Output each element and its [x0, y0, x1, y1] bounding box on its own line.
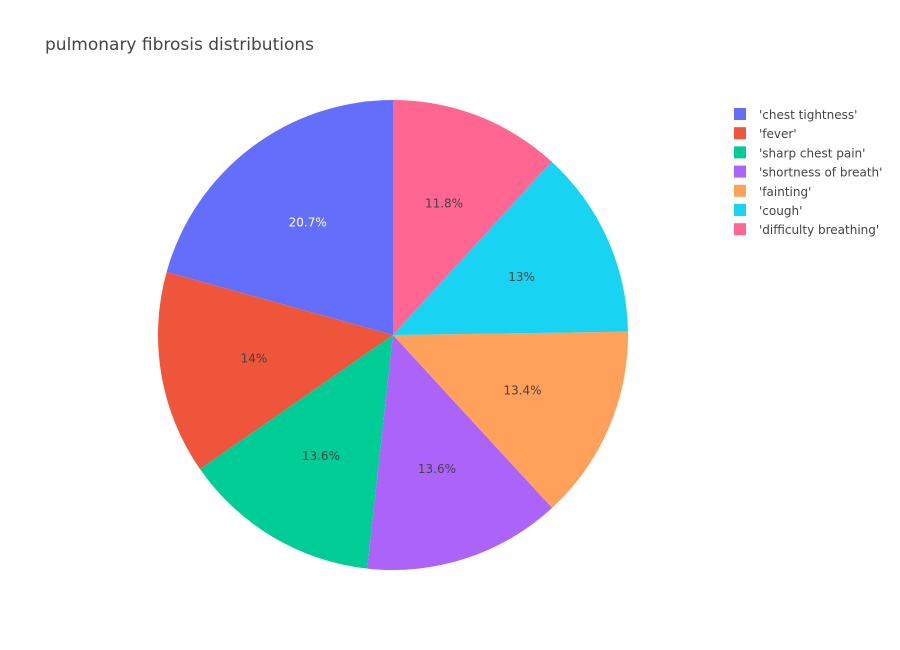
- legend-label: 'fever': [759, 127, 797, 141]
- legend-item[interactable]: 'shortness of breath': [734, 165, 882, 180]
- slice-percent-label: 13.4%: [503, 384, 541, 398]
- legend-label: 'fainting': [759, 185, 811, 199]
- pie-slices: [158, 100, 629, 570]
- legend-item[interactable]: 'sharp chest pain': [734, 146, 865, 160]
- legend-label: 'shortness of breath': [759, 166, 882, 180]
- pie-slice[interactable]: [367, 335, 553, 570]
- legend-item[interactable]: 'difficulty breathing': [734, 223, 879, 237]
- legend-swatch: [734, 108, 746, 120]
- slice-percent-label: 13.6%: [418, 462, 456, 476]
- chart-title: pulmonary fibrosis distributions: [45, 35, 314, 55]
- pie-slice[interactable]: [393, 331, 629, 508]
- legend: 'chest tightness' 'fever' 'sharp chest pai…: [734, 108, 882, 237]
- legend-label: 'chest tightness': [759, 108, 857, 122]
- legend-swatch: [734, 223, 746, 236]
- slice-percent-label: 13.6%: [302, 449, 340, 463]
- legend-swatch: [734, 165, 746, 178]
- pie-slice-labels: 20.7% 14% 13.6% 13.6% 13.4% 13% 11.8%: [241, 197, 542, 476]
- legend-label: 'difficulty breathing': [759, 223, 879, 237]
- pie-slice[interactable]: [393, 100, 552, 335]
- legend-label: 'sharp chest pain': [759, 146, 865, 160]
- slice-percent-label: 14%: [241, 352, 268, 366]
- legend-swatch: [734, 184, 746, 197]
- legend-item[interactable]: 'fever': [734, 127, 797, 141]
- pie-slice[interactable]: [166, 100, 393, 335]
- legend-item[interactable]: 'chest tightness': [734, 108, 857, 122]
- legend-swatch: [734, 127, 746, 140]
- legend-swatch: [734, 204, 746, 216]
- legend-swatch: [734, 146, 746, 159]
- slice-percent-label: 20.7%: [289, 216, 327, 230]
- legend-label: 'cough': [759, 204, 802, 218]
- pie-slice[interactable]: [393, 161, 628, 335]
- slice-percent-label: 11.8%: [425, 197, 463, 211]
- legend-item[interactable]: 'fainting': [734, 184, 811, 199]
- legend-item[interactable]: 'cough': [734, 204, 802, 218]
- pie-slice[interactable]: [200, 335, 393, 569]
- slice-percent-label: 13%: [508, 270, 535, 284]
- pie-slice[interactable]: [158, 271, 393, 470]
